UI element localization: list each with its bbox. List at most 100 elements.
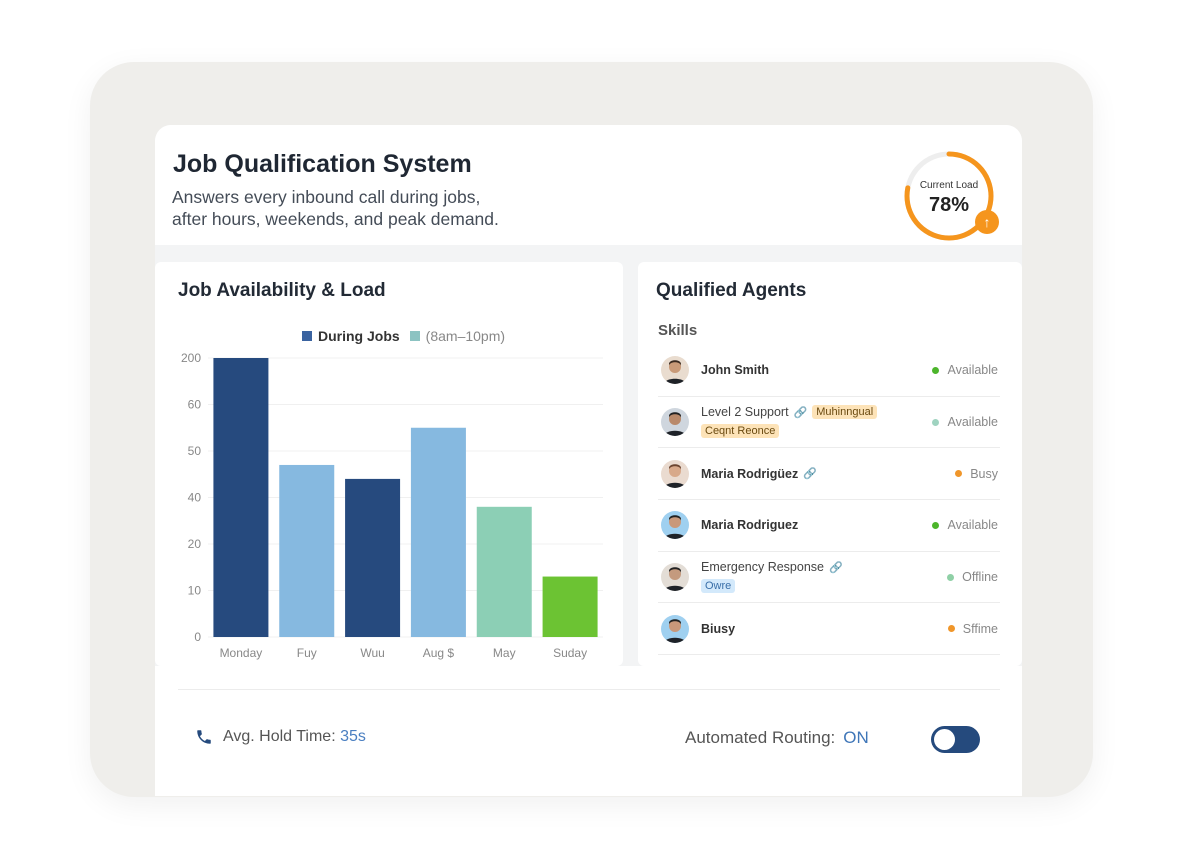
avatar [661,356,689,385]
toggle-knob [934,729,955,750]
status-badge: Sffime [947,621,998,636]
status-dot-icon [932,366,940,374]
routing-toggle[interactable] [931,726,980,753]
skill-tag: Owre [701,579,736,594]
x-tick-label: Wuu [360,646,384,660]
agent-name-line: Biusy [701,622,735,636]
bar[interactable] [213,358,269,637]
page-subtitle: Answers every inbound call during jobs, … [172,186,572,230]
x-tick-label: Fuy [297,646,317,660]
x-tick-label: Aug $ [423,646,455,660]
x-tick-label: Suday [553,646,587,660]
page-title: Job Qualification System [173,150,472,178]
status-text: Available [947,415,998,430]
legend-swatch [302,331,312,341]
dashboard-panel: Job Qualification System Answers every i… [155,125,1022,796]
agent-name-line: Maria Rodriguez [701,518,798,532]
agent-info: Maria Rodrigüez 🔗 [701,467,817,481]
agent-row[interactable]: John Smith Available [658,345,1000,397]
arrow-up-icon[interactable]: ↑ [975,210,999,234]
status-dot-icon [955,470,963,478]
y-tick-label: 200 [181,351,201,365]
status-dot-icon [932,418,940,426]
status-dot-icon [947,625,955,633]
agent-row[interactable]: Maria Rodriguez Available [658,500,1000,552]
bar[interactable] [410,427,466,637]
status-dot-icon [932,521,940,529]
x-tick-label: May [493,646,516,660]
agent-name-line: Level 2 Support 🔗 Muhinngual [701,405,878,420]
phone-icon [197,730,211,744]
avatar [661,563,689,592]
legend-label: (8am–10pm) [425,328,506,344]
header: Job Qualification System Answers every i… [155,125,1022,245]
agent-name: Level 2 Support [701,405,789,420]
agent-name-line: John Smith [701,363,769,377]
legend-swatch [409,331,420,341]
status-badge: Busy [955,467,998,481]
load-gauge-arc [904,151,994,241]
y-tick-label: 0 [194,630,201,644]
y-tick-label: 20 [188,537,202,551]
agent-name: Biusy [701,621,736,636]
link-icon[interactable]: 🔗 [828,561,843,574]
gauge-label: Current Load [919,180,979,191]
status-text: Offline [962,570,998,585]
status-text: Sffime [962,621,998,636]
agent-row[interactable]: Maria Rodrigüez 🔗 Busy [658,448,1000,501]
agent-info: Maria Rodriguez [701,518,798,532]
agent-name-line: Maria Rodrigüez 🔗 [701,467,817,481]
status-badge: Offline [947,570,998,584]
bar[interactable] [542,576,598,637]
tag-line: Owre [701,576,843,594]
y-tick-label: 60 [188,398,202,412]
y-tick-label: 50 [188,444,202,458]
agents-card: Qualified Agents Skills John Smith Avail… [638,262,1022,666]
avatar [661,614,689,643]
chart-legend: During Jobs (8am–10pm) [302,328,505,344]
agent-info: Emergency Response 🔗 Owre [701,560,843,594]
agent-name: Emergency Response [701,560,824,575]
status-dot-icon [947,573,955,581]
routing-value: ON [843,728,869,747]
status-text: Available [947,518,998,533]
hold-value: 35s [340,728,366,745]
agent-row[interactable]: Level 2 Support 🔗 Muhinngual Ceqnt Reonce … [658,397,1000,449]
bar[interactable] [476,506,532,637]
agent-name: Maria Rodrigüez [701,466,799,481]
bar-chart: 0 10 20 40 50 60 200 Monday Fuy Wuu Aug $ May Suday [181,351,603,660]
availability-card: Job Availability & Load During Jobs (8am… [155,262,623,666]
skill-tag: Muhinngual [812,405,878,420]
card-title: Job Availability & Load [178,280,386,301]
tag-line: Ceqnt Reonce [701,421,877,439]
status-text: Available [947,363,998,378]
skills-label: Skills [658,322,698,339]
avatar [661,408,689,437]
status-badge: Available [932,518,998,532]
hold-time: Avg. Hold Time: 35s [195,728,366,746]
footer: Avg. Hold Time: 35s Automated Routing: ON [155,666,1022,796]
card-title: Qualified Agents [656,280,807,301]
load-gauge [904,151,994,241]
legend-label: During Jobs [318,328,400,344]
bar[interactable] [279,464,335,637]
agent-row[interactable]: Biusy Sffime [658,603,1000,656]
divider [178,689,1000,690]
routing-label: Automated Routing: [685,728,836,747]
load-gauge-text: Current Load 78% [903,150,995,242]
subtitle-line: Answers every inbound call during jobs, [172,187,481,207]
agent-info: John Smith [701,363,769,377]
status-badge: Available [932,363,998,377]
agent-name-line: Emergency Response 🔗 [701,560,843,574]
agent-list: John Smith Available Level 2 Support 🔗 Muh… [658,345,1000,656]
status-text: Busy [970,466,998,481]
bar[interactable] [345,478,401,637]
avatar [661,459,689,488]
x-tick-label: Monday [220,646,263,660]
y-tick-label: 10 [188,584,202,598]
link-icon[interactable]: 🔗 [793,406,808,419]
status-badge: Available [932,415,998,429]
agent-row[interactable]: Emergency Response 🔗 Owre Offline [658,552,1000,604]
link-icon[interactable]: 🔗 [803,468,817,481]
subtitle-line: after hours, weekends, and peak demand. [172,209,499,229]
